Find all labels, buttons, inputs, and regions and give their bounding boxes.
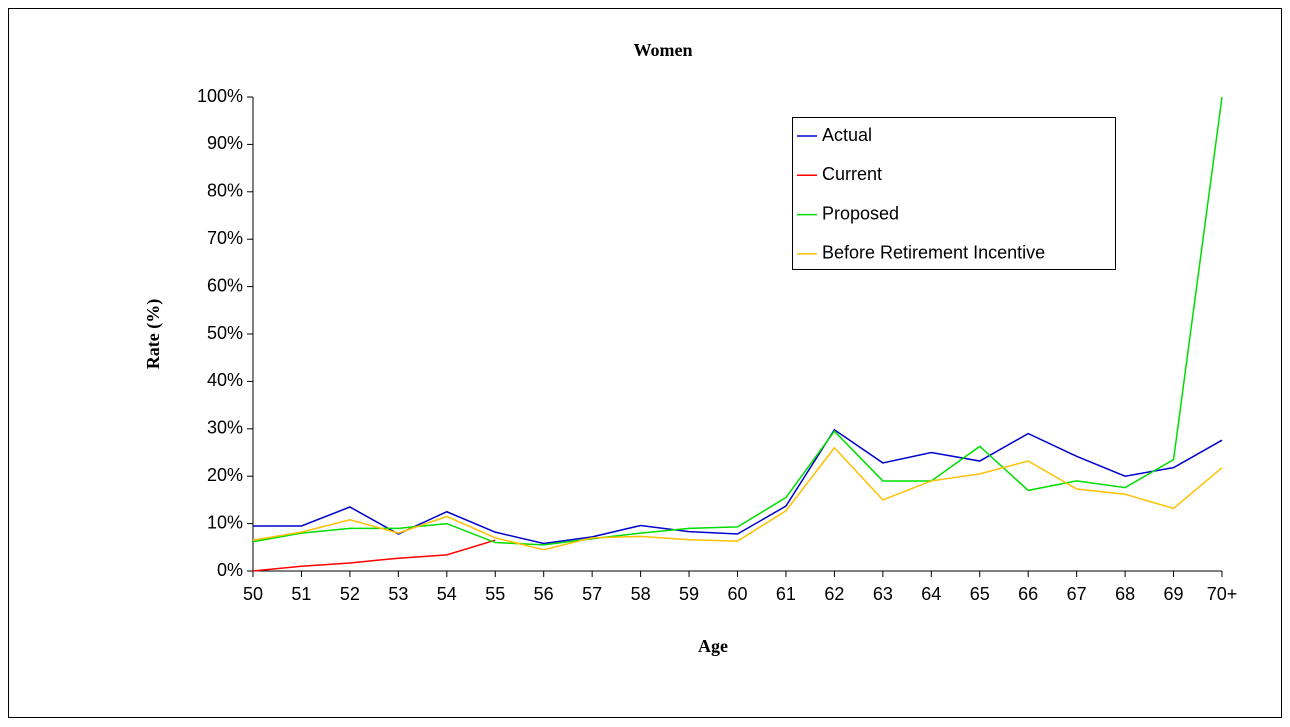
legend-box	[792, 117, 1116, 270]
y-tick-label: 90%	[207, 133, 243, 153]
data-line	[252, 446, 1223, 551]
x-tick-label: 61	[776, 584, 796, 604]
y-tick-label: 100%	[197, 86, 243, 106]
legend-label: Actual	[822, 125, 872, 145]
x-tick-label: 69	[1164, 584, 1184, 604]
data-line	[252, 539, 496, 572]
y-tick-label: 50%	[207, 323, 243, 343]
x-tick-label: 62	[824, 584, 844, 604]
x-tick-label: 59	[679, 584, 699, 604]
x-tick-label: 65	[970, 584, 990, 604]
x-tick-label: 51	[291, 584, 311, 604]
x-tick-label: 68	[1115, 584, 1135, 604]
chart-title: Women	[633, 40, 692, 60]
y-tick-label: 60%	[207, 275, 243, 295]
x-tick-label: 64	[921, 584, 941, 604]
y-tick-label: 0%	[217, 560, 243, 580]
y-tick-label: 80%	[207, 181, 243, 201]
legend-label: Current	[822, 164, 882, 184]
y-axis-label: Rate (%)	[143, 299, 164, 369]
x-tick-label: 56	[534, 584, 554, 604]
x-tick-label: 58	[631, 584, 651, 604]
x-tick-label: 54	[437, 584, 457, 604]
x-tick-label: 57	[582, 584, 602, 604]
legend-label: Proposed	[822, 203, 899, 223]
y-tick-label: 30%	[207, 418, 243, 438]
x-axis-label: Age	[698, 636, 728, 656]
x-tick-label: 70+	[1207, 584, 1238, 604]
x-tick-label: 53	[388, 584, 408, 604]
x-tick-label: 60	[727, 584, 747, 604]
chart-border	[8, 8, 1282, 718]
x-tick-label: 50	[243, 584, 263, 604]
x-tick-label: 52	[340, 584, 360, 604]
x-tick-label: 67	[1067, 584, 1087, 604]
x-tick-label: 55	[485, 584, 505, 604]
y-tick-label: 40%	[207, 370, 243, 390]
y-tick-label: 10%	[207, 512, 243, 532]
y-tick-label: 20%	[207, 465, 243, 485]
legend-label: Before Retirement Incentive	[822, 243, 1045, 263]
y-tick-label: 70%	[207, 228, 243, 248]
x-tick-label: 66	[1018, 584, 1038, 604]
x-tick-label: 63	[873, 584, 893, 604]
